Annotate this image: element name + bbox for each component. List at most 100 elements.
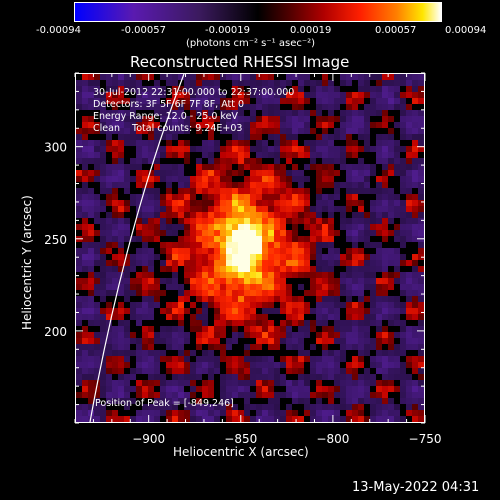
heatmap-cell <box>166 380 173 387</box>
heatmap-cell <box>286 254 293 261</box>
heatmap-cell <box>346 374 353 381</box>
heatmap-cell <box>232 404 239 411</box>
heatmap-cell <box>82 356 89 363</box>
heatmap-cell <box>400 338 407 345</box>
heatmap-cell <box>382 296 389 303</box>
heatmap-cell <box>382 326 389 333</box>
heatmap-cell <box>112 230 119 237</box>
heatmap-cell <box>208 410 215 417</box>
heatmap-cell <box>328 80 335 87</box>
heatmap-cell <box>412 212 419 219</box>
heatmap-cell <box>286 158 293 165</box>
heatmap-cell <box>142 302 149 309</box>
heatmap-cell <box>106 176 113 183</box>
heatmap-cell <box>160 218 167 225</box>
heatmap-cell <box>142 248 149 255</box>
heatmap-cell <box>136 308 143 315</box>
heatmap-cell <box>148 296 155 303</box>
heatmap-cell <box>226 188 233 195</box>
heatmap-cell <box>244 116 251 123</box>
heatmap-cell <box>154 152 161 159</box>
heatmap-cell <box>172 230 179 237</box>
heatmap-cell <box>412 110 419 117</box>
heatmap-cell <box>406 404 413 411</box>
heatmap-cell <box>214 74 221 81</box>
heatmap-cell <box>94 350 101 357</box>
heatmap-cell <box>100 164 107 171</box>
heatmap-cell <box>244 146 251 153</box>
heatmap-cell <box>412 104 419 111</box>
heatmap-cell <box>292 152 299 159</box>
heatmap-cell <box>172 146 179 153</box>
heatmap-cell <box>106 410 113 417</box>
heatmap-cell <box>280 200 287 207</box>
heatmap-cell <box>160 356 167 363</box>
heatmap-cell <box>250 248 257 255</box>
heatmap-cell <box>340 410 347 417</box>
heatmap-cell <box>226 182 233 189</box>
heatmap-cell <box>280 284 287 291</box>
heatmap-cell <box>232 134 239 141</box>
heatmap-cell <box>334 170 341 177</box>
heatmap-cell <box>274 74 281 81</box>
heatmap-cell <box>106 308 113 315</box>
heatmap-cell <box>154 86 161 93</box>
heatmap-cell <box>256 338 263 345</box>
heatmap-cell <box>346 338 353 345</box>
heatmap-cell <box>370 104 377 111</box>
heatmap-cell <box>118 314 125 321</box>
heatmap-cell <box>274 206 281 213</box>
heatmap-cell <box>232 284 239 291</box>
heatmap-cell <box>154 398 161 405</box>
heatmap-cell <box>166 296 173 303</box>
heatmap-cell <box>310 110 317 117</box>
heatmap-cell <box>214 326 221 333</box>
heatmap-cell <box>334 116 341 123</box>
heatmap-cell <box>406 200 413 207</box>
heatmap-cell <box>346 272 353 279</box>
heatmap-cell <box>370 134 377 141</box>
heatmap-cell <box>226 320 233 327</box>
heatmap-cell <box>400 332 407 339</box>
heatmap-cell <box>100 146 107 153</box>
heatmap-cell <box>292 374 299 381</box>
heatmap-cell <box>268 398 275 405</box>
heatmap-cell <box>262 74 269 81</box>
heatmap-cell <box>76 296 83 303</box>
heatmap-cell <box>142 218 149 225</box>
heatmap-cell <box>100 320 107 327</box>
heatmap-cell <box>190 152 197 159</box>
heatmap-cell <box>394 266 401 273</box>
heatmap-cell <box>310 302 317 309</box>
heatmap-cell <box>208 200 215 207</box>
heatmap-cell <box>130 98 137 105</box>
heatmap-cell <box>352 200 359 207</box>
heatmap-cell <box>256 386 263 393</box>
heatmap-cell <box>286 410 293 417</box>
heatmap-cell <box>142 380 149 387</box>
heatmap-cell <box>316 416 323 422</box>
heatmap-cell <box>268 182 275 189</box>
heatmap-cell <box>226 194 233 201</box>
heatmap-cell <box>130 110 137 117</box>
heatmap-cell <box>412 176 419 183</box>
heatmap-cell <box>388 116 395 123</box>
heatmap-cell <box>328 260 335 267</box>
heatmap-cell <box>172 80 179 87</box>
heatmap-cell <box>340 140 347 147</box>
heatmap-cell <box>298 260 305 267</box>
y-tick-label: 200 <box>44 325 67 339</box>
heatmap-cell <box>250 176 257 183</box>
heatmap-cell <box>226 170 233 177</box>
heatmap-cell <box>280 314 287 321</box>
heatmap-cell <box>388 200 395 207</box>
heatmap-cell <box>382 146 389 153</box>
heatmap-cell <box>322 194 329 201</box>
heatmap-cell <box>148 134 155 141</box>
heatmap-cell <box>88 242 95 249</box>
heatmap-cell <box>292 182 299 189</box>
heatmap-cell <box>406 248 413 255</box>
heatmap-cell <box>370 224 377 231</box>
heatmap-cell <box>334 284 341 291</box>
heatmap-cell <box>274 320 281 327</box>
